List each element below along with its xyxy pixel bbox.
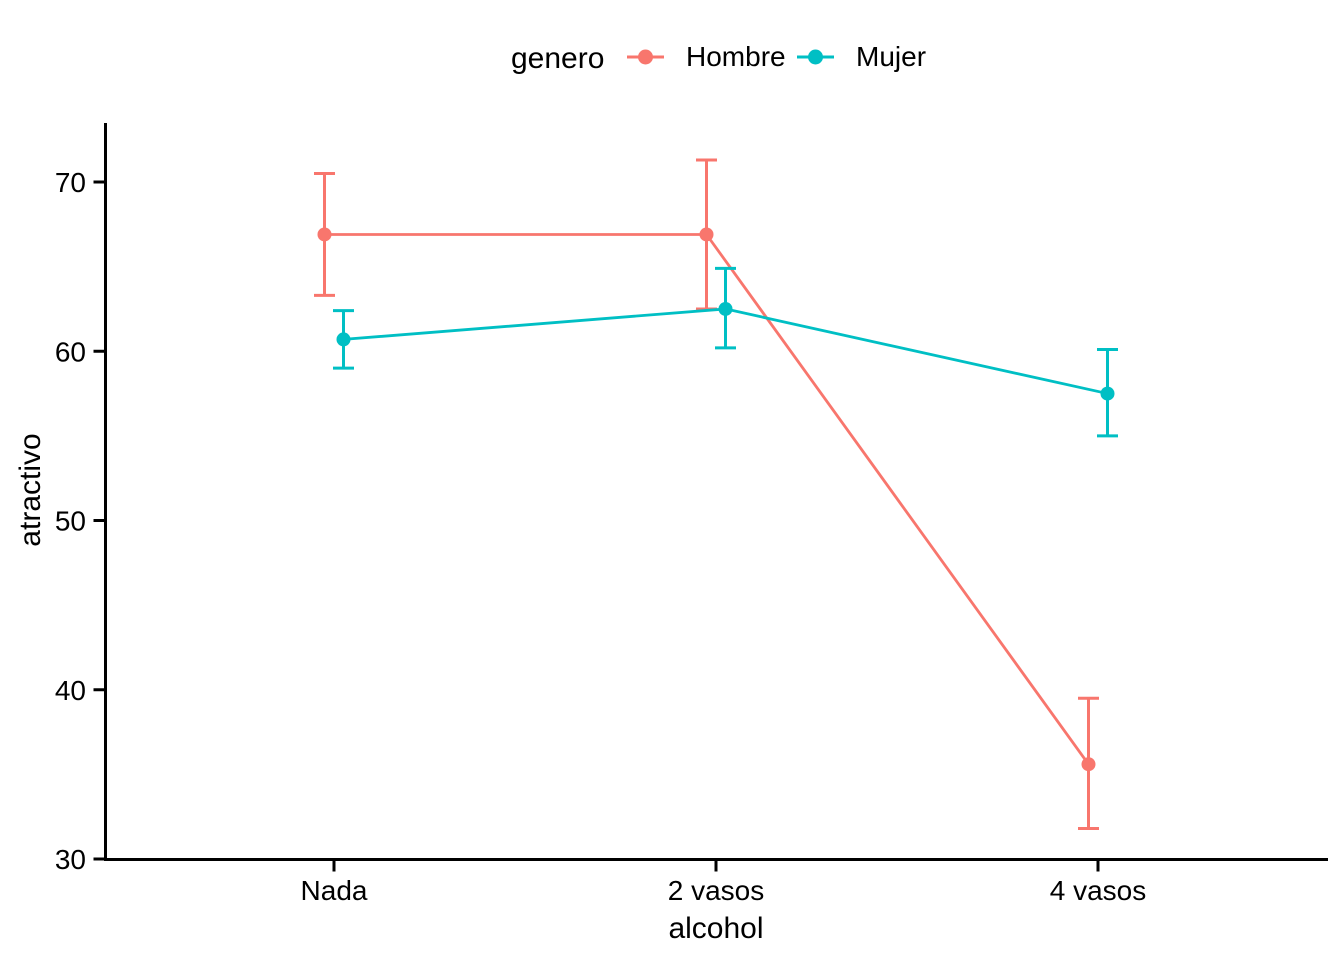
mean-point (699, 227, 714, 242)
y-axis-ticks: 30 40 50 60 70 (55, 167, 104, 875)
legend-item-hombre: Hombre (627, 41, 786, 72)
series-mujer (333, 266, 1118, 438)
x-axis-ticks: Nada 2 vasos 4 vasos (301, 861, 1147, 906)
y-tick-label: 60 (55, 336, 86, 367)
y-axis-title: atractivo (14, 433, 47, 546)
legend-label-hombre: Hombre (686, 41, 786, 72)
mean-point (1100, 386, 1115, 401)
y-tick-label: 30 (55, 844, 86, 875)
mean-point (336, 332, 351, 347)
y-tick-label: 40 (55, 675, 86, 706)
legend-key-point-hombre (638, 49, 653, 65)
mean-point (1081, 757, 1096, 772)
series-hombre (314, 158, 1099, 831)
x-tick-label: 2 vasos (668, 875, 765, 906)
legend-item-mujer: Mujer (797, 41, 926, 72)
series-line (324, 233, 1090, 766)
legend-key-point-mujer (808, 49, 823, 65)
mean-point (718, 301, 733, 316)
y-tick-label: 50 (55, 506, 86, 537)
y-tick-label: 70 (55, 167, 86, 198)
x-tick-label: Nada (301, 875, 368, 906)
series-layer (314, 158, 1118, 831)
axes: 30 40 50 60 70 Nada 2 vasos 4 vasos (55, 123, 1328, 906)
x-axis-title: alcohol (668, 912, 763, 945)
x-tick-label: 4 vasos (1050, 875, 1147, 906)
legend-title: genero (511, 42, 604, 75)
mean-point (317, 227, 332, 242)
legend-label-mujer: Mujer (856, 41, 926, 72)
legend: genero Hombre Mujer (511, 41, 926, 75)
